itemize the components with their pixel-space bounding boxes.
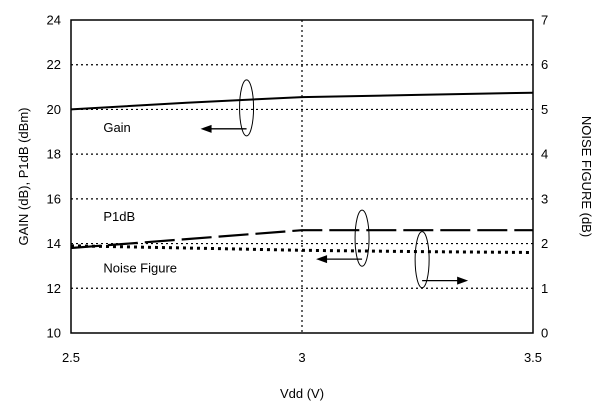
y2-tick-label: 2 bbox=[541, 236, 548, 251]
annotations: Gain P1dB Noise Figure bbox=[103, 120, 177, 276]
nf-callout-arrowhead bbox=[457, 276, 469, 285]
gain-callout-arrowhead bbox=[200, 124, 212, 133]
series-lines bbox=[70, 91, 534, 254]
nf-callout-ellipse bbox=[414, 231, 430, 289]
y2-tick-label: 3 bbox=[541, 191, 548, 206]
x-tick-label: 3 bbox=[298, 350, 305, 365]
y-axis-title: GAIN (dB), P1dB (dBm) bbox=[16, 108, 31, 246]
y2-tick-label: 4 bbox=[541, 147, 548, 162]
y2-tick-label: 7 bbox=[541, 13, 548, 28]
x-axis-title: Vdd (V) bbox=[280, 386, 324, 401]
plot-frame bbox=[70, 19, 534, 334]
y-tick-label: 20 bbox=[47, 102, 61, 117]
annotation-p1db: P1dB bbox=[103, 209, 135, 224]
series-callouts bbox=[200, 79, 469, 289]
gain-callout-ellipse bbox=[239, 79, 255, 137]
grid-lines bbox=[71, 20, 533, 333]
y-tick-label: 12 bbox=[47, 281, 61, 296]
annotation-noise-figure: Noise Figure bbox=[103, 261, 177, 276]
series-p1db bbox=[70, 229, 533, 250]
p1db-callout-arrowhead bbox=[316, 255, 328, 264]
series-noise-figure bbox=[70, 244, 534, 254]
y2-tick-label: 0 bbox=[541, 326, 548, 341]
x-tick-label: 3.5 bbox=[524, 350, 542, 365]
y-tick-label: 22 bbox=[47, 57, 61, 72]
y2-axis-title: NOISE FIGURE (dB) bbox=[579, 116, 594, 237]
y2-tick-label: 6 bbox=[541, 57, 548, 72]
y2-tick-label: 5 bbox=[541, 102, 548, 117]
y-tick-label: 10 bbox=[47, 326, 61, 341]
series-gain bbox=[70, 91, 534, 111]
y-tick-label: 18 bbox=[47, 147, 61, 162]
y-tick-label: 16 bbox=[47, 191, 61, 206]
p1db-callout-ellipse bbox=[354, 209, 370, 267]
y-tick-label: 14 bbox=[47, 236, 61, 251]
annotation-gain: Gain bbox=[103, 120, 130, 135]
x-tick-label: 2.5 bbox=[62, 350, 80, 365]
y-tick-label: 24 bbox=[47, 13, 61, 28]
y2-tick-label: 1 bbox=[541, 281, 548, 296]
